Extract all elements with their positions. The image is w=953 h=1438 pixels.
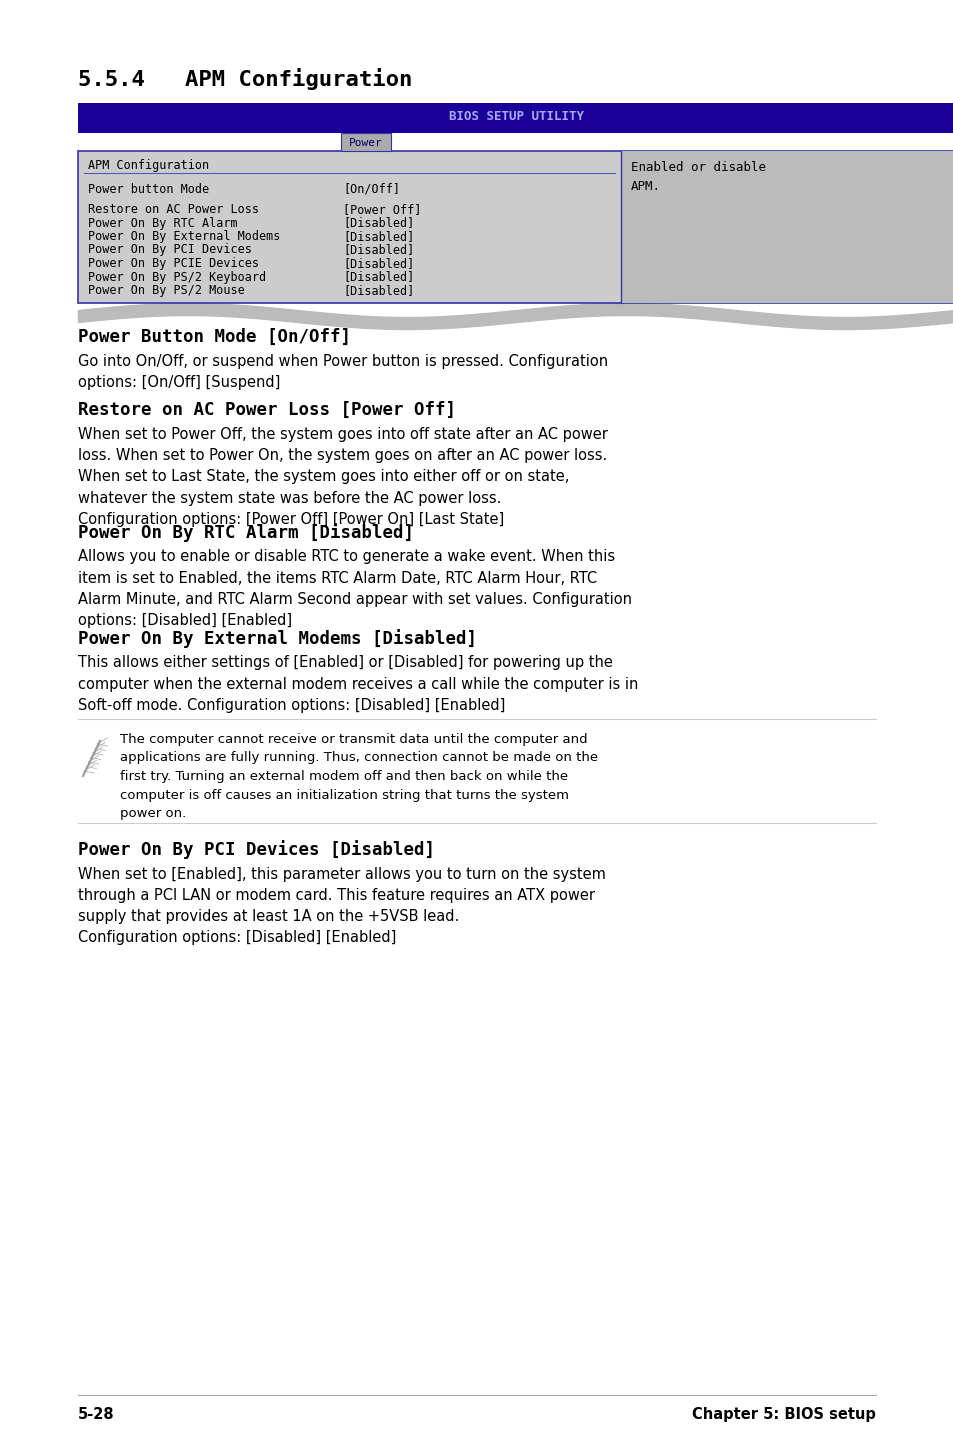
FancyBboxPatch shape — [621, 151, 953, 303]
Text: Power On By RTC Alarm [Disabled]: Power On By RTC Alarm [Disabled] — [78, 523, 414, 542]
Text: When set to Power Off, the system goes into off state after an AC power
loss. Wh: When set to Power Off, the system goes i… — [78, 427, 607, 526]
Text: [Power Off]: [Power Off] — [343, 203, 421, 216]
Text: [Disabled]: [Disabled] — [343, 270, 414, 283]
Text: [Disabled]: [Disabled] — [343, 257, 414, 270]
Text: Restore on AC Power Loss [Power Off]: Restore on AC Power Loss [Power Off] — [78, 401, 456, 418]
Text: Power On By PCIE Devices: Power On By PCIE Devices — [88, 257, 258, 270]
Text: Power On By External Modems: Power On By External Modems — [88, 230, 280, 243]
Text: Power button Mode: Power button Mode — [88, 183, 209, 196]
Text: Power On By PS/2 Keyboard: Power On By PS/2 Keyboard — [88, 270, 266, 283]
Text: Chapter 5: BIOS setup: Chapter 5: BIOS setup — [691, 1406, 875, 1422]
Text: [Disabled]: [Disabled] — [343, 217, 414, 230]
Text: Power On By External Modems [Disabled]: Power On By External Modems [Disabled] — [78, 630, 476, 649]
Text: When set to [Enabled], this parameter allows you to turn on the system
through a: When set to [Enabled], this parameter al… — [78, 867, 605, 945]
Text: [Disabled]: [Disabled] — [343, 243, 414, 256]
Text: Power On By PCI Devices: Power On By PCI Devices — [88, 243, 252, 256]
Text: BIOS SETUP UTILITY: BIOS SETUP UTILITY — [449, 109, 583, 122]
Text: Power: Power — [349, 138, 382, 148]
Text: APM Configuration: APM Configuration — [88, 160, 209, 173]
Text: [On/Off]: [On/Off] — [343, 183, 399, 196]
FancyBboxPatch shape — [78, 151, 953, 303]
Text: [Disabled]: [Disabled] — [343, 283, 414, 298]
Text: This allows either settings of [Enabled] or [Disabled] for powering up the
compu: This allows either settings of [Enabled]… — [78, 656, 638, 713]
Text: 5.5.4   APM Configuration: 5.5.4 APM Configuration — [78, 68, 412, 91]
Text: Power On By PS/2 Mouse: Power On By PS/2 Mouse — [88, 283, 245, 298]
Text: Power Button Mode [On/Off]: Power Button Mode [On/Off] — [78, 328, 351, 347]
FancyBboxPatch shape — [78, 104, 953, 132]
Text: Power On By PCI Devices [Disabled]: Power On By PCI Devices [Disabled] — [78, 840, 435, 860]
Text: Go into On/Off, or suspend when Power button is pressed. Configuration
options: : Go into On/Off, or suspend when Power bu… — [78, 354, 607, 390]
Text: The computer cannot receive or transmit data until the computer and
applications: The computer cannot receive or transmit … — [120, 733, 598, 820]
FancyBboxPatch shape — [340, 132, 391, 151]
Text: Restore on AC Power Loss: Restore on AC Power Loss — [88, 203, 258, 216]
Text: Enabled or disable
APM.: Enabled or disable APM. — [630, 161, 765, 193]
Text: Allows you to enable or disable RTC to generate a wake event. When this
item is : Allows you to enable or disable RTC to g… — [78, 549, 631, 628]
Text: Power On By RTC Alarm: Power On By RTC Alarm — [88, 217, 237, 230]
Text: [Disabled]: [Disabled] — [343, 230, 414, 243]
Text: 5-28: 5-28 — [78, 1406, 114, 1422]
